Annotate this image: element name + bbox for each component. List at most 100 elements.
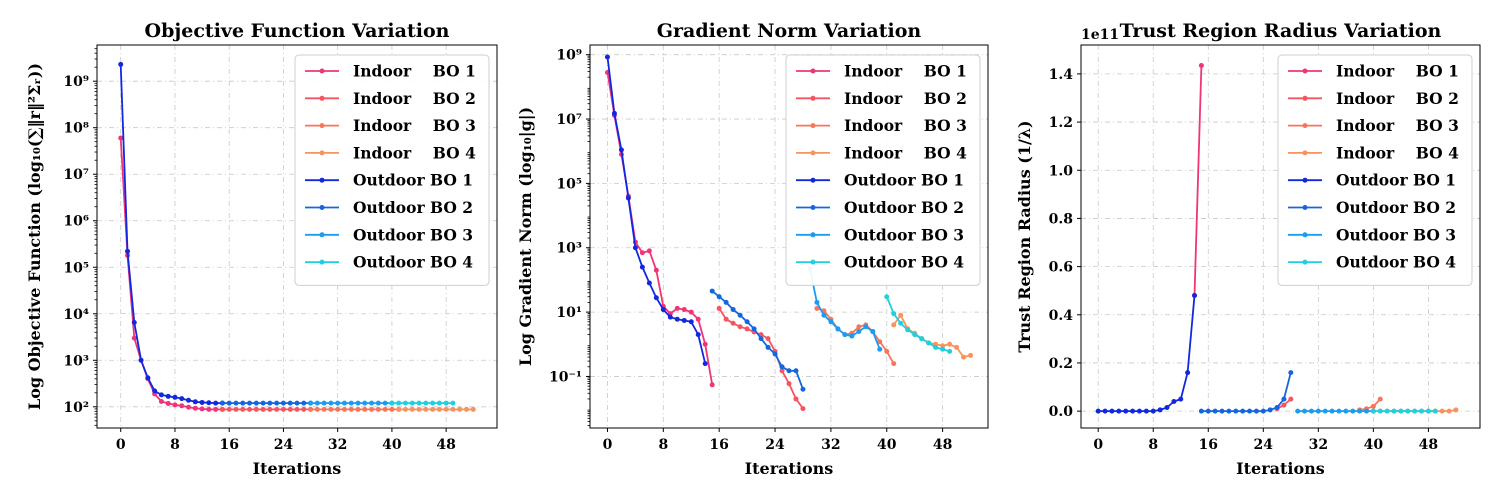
legend-marker — [810, 177, 816, 183]
data-point — [1288, 370, 1294, 376]
data-point — [954, 344, 960, 350]
series-line-1 — [606, 72, 714, 385]
data-point — [321, 406, 327, 412]
data-point — [716, 294, 722, 300]
data-point — [660, 307, 666, 313]
data-point — [247, 406, 253, 412]
x-tick-label: 16 — [1199, 437, 1218, 453]
data-point — [1274, 405, 1280, 411]
data-point — [402, 406, 408, 412]
data-point — [1322, 408, 1328, 414]
x-tick-label: 48 — [933, 437, 952, 453]
data-point — [369, 406, 375, 412]
data-point — [253, 400, 259, 406]
legend-box — [1277, 54, 1473, 286]
data-point — [702, 341, 708, 347]
x-tick-label: 40 — [877, 437, 897, 453]
legend-marker — [319, 205, 325, 210]
y-tick-label: 1.0 — [1049, 163, 1074, 179]
series-line-1 — [119, 137, 223, 411]
data-point — [716, 305, 722, 311]
data-point — [1240, 408, 1246, 414]
data-point — [1116, 408, 1122, 414]
chart-title: Trust Region Radius Variation — [1120, 20, 1442, 42]
data-point — [1205, 408, 1211, 414]
data-point — [681, 317, 687, 323]
data-point — [737, 312, 743, 318]
y-tick-label: 10⁹ — [63, 74, 89, 90]
data-point — [681, 307, 687, 313]
data-point — [280, 400, 286, 406]
legend-entry: Outdoor BO 4 — [844, 253, 964, 272]
data-point — [849, 333, 855, 339]
data-point — [730, 307, 736, 313]
data-point — [1405, 408, 1411, 414]
data-point — [206, 400, 212, 406]
data-point — [416, 406, 422, 412]
series-line-1 — [1193, 65, 1203, 296]
data-point — [355, 400, 361, 406]
data-point — [375, 400, 381, 406]
data-point — [1336, 408, 1342, 414]
data-point — [240, 406, 246, 412]
data-point — [1432, 408, 1438, 414]
data-point — [247, 400, 253, 406]
legend-entry: Indoor BO 3 — [844, 116, 967, 135]
legend-marker — [319, 68, 325, 74]
legend-marker — [810, 232, 816, 238]
x-tick-label: 32 — [328, 437, 347, 453]
legend-entry: Outdoor BO 1 — [353, 171, 473, 190]
data-point — [443, 400, 449, 406]
data-point — [1123, 408, 1129, 414]
data-point — [165, 393, 171, 399]
data-point — [765, 344, 771, 350]
data-point — [172, 394, 178, 400]
data-point — [1377, 396, 1383, 402]
data-point — [793, 396, 799, 402]
legend-entry: Indoor BO 1 — [844, 62, 967, 81]
data-point — [1295, 408, 1301, 414]
data-point — [382, 406, 388, 412]
data-point — [1136, 408, 1142, 414]
data-point — [1198, 408, 1204, 414]
legend-marker — [319, 177, 325, 183]
x-tick-label: 8 — [1148, 437, 1158, 453]
data-point — [152, 388, 158, 394]
data-point — [396, 406, 402, 412]
data-point — [1192, 293, 1198, 299]
legend-entry: Indoor BO 3 — [353, 116, 476, 135]
data-point — [912, 332, 918, 338]
data-point — [772, 351, 778, 357]
data-point — [758, 336, 764, 342]
y-tick-label: 10⁸ — [63, 121, 89, 137]
data-point — [1357, 408, 1363, 414]
legend-marker — [810, 123, 816, 129]
legend-marker — [319, 123, 325, 129]
data-point — [709, 382, 715, 388]
data-point — [280, 406, 286, 412]
data-point — [940, 346, 946, 352]
legend-entry: Indoor BO 2 — [1336, 89, 1459, 108]
data-point — [226, 400, 232, 406]
data-point — [604, 54, 610, 60]
legend-marker — [319, 95, 325, 101]
data-point — [1453, 407, 1459, 413]
data-point — [348, 406, 354, 412]
data-point — [793, 368, 799, 374]
y-tick-label: 10³ — [63, 353, 89, 369]
data-point — [423, 406, 429, 412]
data-point — [1185, 370, 1191, 376]
x-axis-label: Iterations — [1236, 459, 1325, 478]
data-point — [877, 346, 883, 352]
data-point — [1370, 403, 1376, 409]
y-tick-label: 10⁷ — [63, 167, 89, 183]
x-tick-label: 48 — [436, 437, 455, 453]
data-point — [328, 400, 334, 406]
data-point — [409, 406, 415, 412]
legend-marker — [1302, 68, 1308, 74]
data-point — [1446, 408, 1452, 414]
data-point — [779, 364, 785, 370]
legend-marker — [1302, 177, 1308, 183]
data-point — [667, 314, 673, 320]
